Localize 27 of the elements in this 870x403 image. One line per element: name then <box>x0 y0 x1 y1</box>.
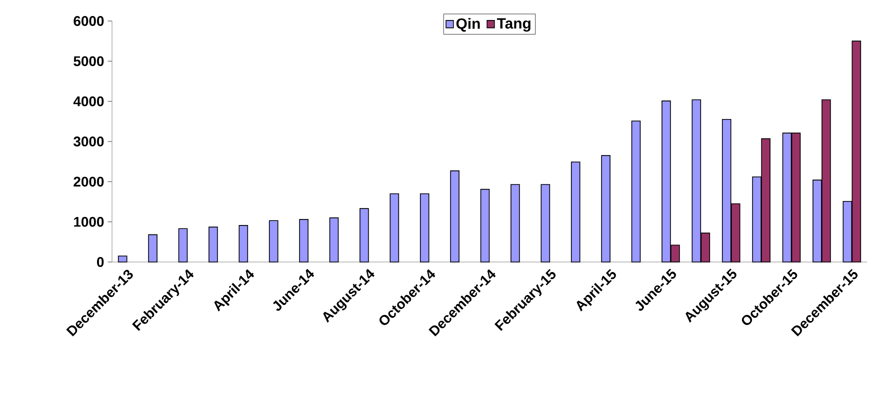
bar <box>510 184 520 262</box>
bar <box>178 228 188 262</box>
bar <box>540 184 550 262</box>
bar <box>329 217 339 262</box>
bar <box>390 193 400 262</box>
bar <box>450 170 460 262</box>
bar <box>601 155 610 262</box>
bar <box>118 256 128 262</box>
y-tick-label: 4000 <box>73 96 104 106</box>
bar <box>420 193 430 262</box>
y-tick-label: 6000 <box>74 16 104 26</box>
legend-label: Qin <box>456 18 480 32</box>
y-tick-label: 0 <box>97 257 104 267</box>
y-tick-label: 2000 <box>74 176 104 187</box>
bar <box>148 234 158 262</box>
legend-label: Tang <box>496 18 530 32</box>
bar <box>570 162 580 262</box>
bar <box>360 208 369 262</box>
bar <box>299 219 308 262</box>
bar <box>208 226 218 262</box>
y-tick-label: 3000 <box>74 136 104 146</box>
y-tick-label: 5000 <box>74 56 104 66</box>
y-tick-label: 1000 <box>74 216 104 227</box>
bar <box>268 220 278 262</box>
bar <box>631 120 641 262</box>
bar <box>480 188 490 262</box>
bar <box>238 225 248 262</box>
